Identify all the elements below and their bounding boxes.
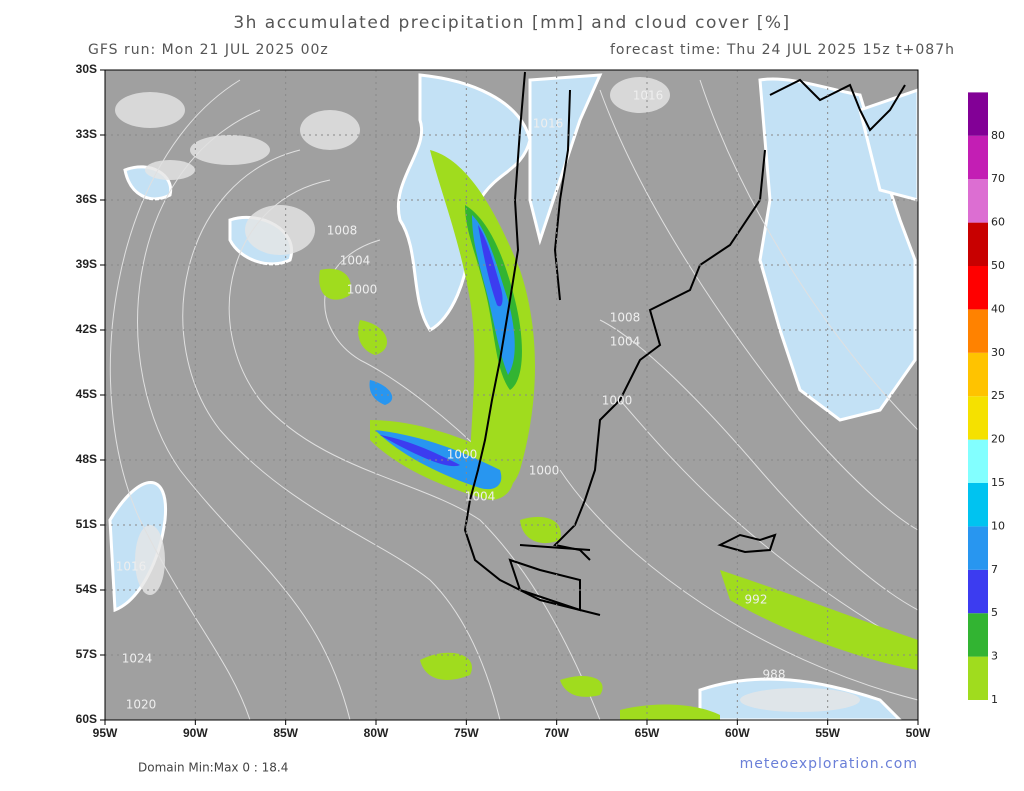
colorbar-label: 30: [991, 346, 1005, 359]
isobar-label: 1004: [465, 490, 496, 504]
colorbar-segment: [968, 439, 988, 483]
colorbar-label: 25: [991, 389, 1005, 402]
colorbar-segment: [968, 526, 988, 570]
isobar-label: 1000: [529, 464, 560, 478]
isobar-label: 1024: [122, 652, 153, 666]
isobar-label: 1000: [347, 283, 378, 297]
colorbar-segment: [968, 222, 988, 266]
colorbar-segment: [968, 179, 988, 223]
lon-tick-label: 65W: [635, 726, 660, 740]
lon-tick-label: 60W: [725, 726, 750, 740]
coastlines: [463, 71, 906, 616]
lat-tick-label: 60S: [76, 712, 97, 726]
isobar-label: 992: [745, 593, 768, 607]
isobar-label: 1016: [533, 117, 564, 131]
colorbar-label: 7: [991, 563, 998, 576]
lat-tick-label: 39S: [76, 257, 97, 271]
lat-tick-label: 48S: [76, 452, 97, 466]
lat-tick-label: 54S: [76, 582, 97, 596]
isobar-label: 988: [763, 668, 786, 682]
colorbar-label: 20: [991, 433, 1005, 446]
colorbar-segment: [968, 569, 988, 614]
colorbar-segment: [968, 309, 988, 353]
isobar-labels: 1016 1016 1008 1004 1000 1008 1004 1000 1000 1000…: [116, 89, 786, 712]
map: 1016 1016 1008 1004 1000 1008 1004 1000 1000 1000…: [100, 69, 920, 725]
colorbar-label: 60: [991, 216, 1005, 229]
lat-tick-label: 42S: [76, 322, 97, 336]
colorbar-label: 5: [991, 606, 998, 619]
colorbar: 1 3 5 7 10 15 20 25 30 40 50 60 70 80: [968, 92, 1005, 706]
colorbar-label: 40: [991, 302, 1005, 315]
colorbar-segment: [968, 656, 988, 700]
lon-tick-label: 55W: [815, 726, 840, 740]
colorbar-label: 1: [991, 693, 998, 706]
lat-tick-label: 36S: [76, 192, 97, 206]
colorbar-label: 80: [991, 129, 1005, 142]
colorbar-label: 70: [991, 172, 1005, 185]
isobar-label: 1004: [340, 254, 371, 268]
run-time: GFS run: Mon 21 JUL 2025 00z: [88, 42, 329, 58]
cloud-patches: [115, 77, 860, 712]
lon-tick-label: 70W: [544, 726, 569, 740]
site-credit: meteoexploration.com: [740, 756, 918, 772]
domain-minmax: Domain Min:Max 0 : 18.4: [138, 761, 288, 775]
lon-tick-label: 50W: [906, 726, 931, 740]
colorbar-segment: [968, 135, 988, 180]
colorbar-segment: [968, 352, 988, 397]
lat-tick-label: 51S: [76, 517, 97, 531]
lon-tick-label: 90W: [183, 726, 208, 740]
precipitation: [319, 150, 918, 720]
isobar-label: 1008: [610, 311, 641, 325]
isobar-label: 1016: [116, 560, 147, 574]
colorbar-segment: [968, 92, 988, 136]
title: 3h accumulated precipitation [mm] and cl…: [233, 13, 790, 33]
isobar-label: 1004: [610, 335, 641, 349]
forecast-time: forecast time: Thu 24 JUL 2025 15z t+087…: [610, 42, 955, 58]
isobars: [109, 79, 919, 721]
colorbar-segment: [968, 266, 988, 310]
colorbar-label: 50: [991, 259, 1005, 272]
isobar-label: 1020: [126, 698, 157, 712]
isobar-label: 1008: [327, 224, 358, 238]
colorbar-label: 3: [991, 650, 998, 663]
colorbar-label: 10: [991, 519, 1005, 532]
lon-tick-label: 85W: [273, 726, 298, 740]
lon-tick-label: 80W: [364, 726, 389, 740]
colorbar-segment: [968, 396, 988, 440]
lon-tick-label: 95W: [93, 726, 118, 740]
colorbar-segment: [968, 613, 988, 657]
lat-tick-label: 57S: [76, 647, 97, 661]
lat-tick-label: 30S: [76, 62, 97, 76]
isobar-label: 1016: [633, 89, 664, 103]
colorbar-segment: [968, 483, 988, 527]
isobar-label: 1000: [447, 448, 478, 462]
lat-tick-label: 33S: [76, 127, 97, 141]
isobar-label: 1000: [602, 394, 633, 408]
lon-tick-label: 75W: [454, 726, 479, 740]
map-frame: [104, 69, 919, 721]
colorbar-label: 15: [991, 476, 1005, 489]
lat-tick-label: 45S: [76, 387, 97, 401]
